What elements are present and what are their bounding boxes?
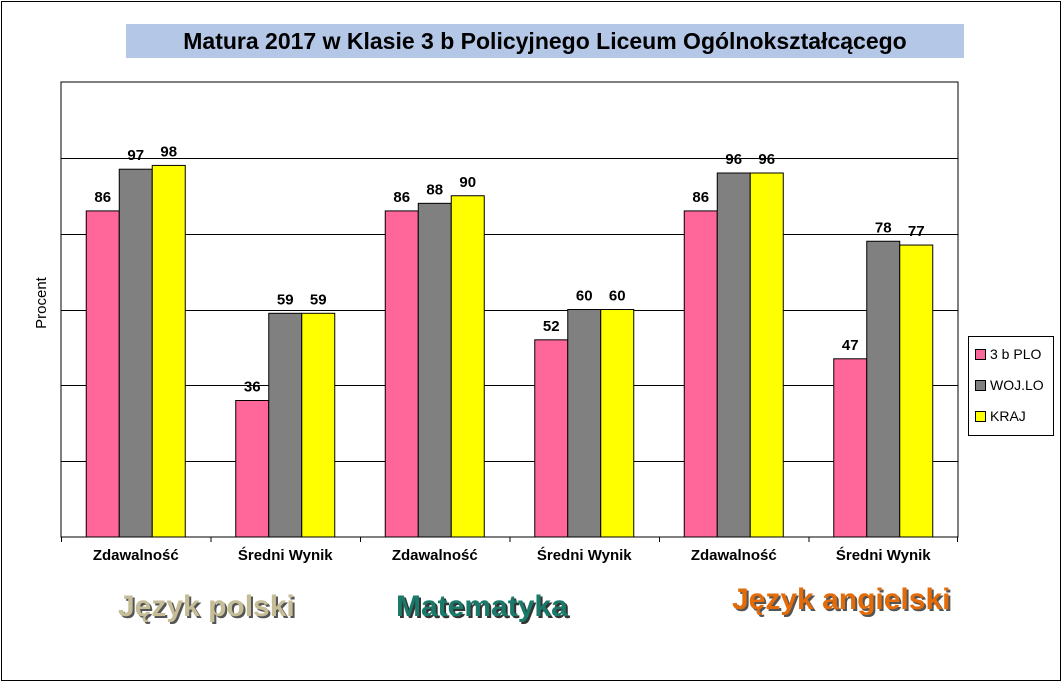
x-tick-label: Średni Wynik [537,546,632,564]
data-label: 96 [758,151,775,168]
bar [118,168,153,538]
bar [534,339,569,538]
legend-item-kraj: KRAJ [975,407,1026,425]
subject-label-math: Matematyka [396,590,568,623]
bar [716,172,751,538]
data-label: 86 [393,189,410,206]
data-label: 60 [609,288,626,305]
bars [85,164,934,538]
data-labels: 86 97 98 36 59 59 86 88 90 52 60 60 86 96 96 47 78 77 [94,143,924,395]
subject-label-english: Język angielski [732,583,951,616]
legend: 3 b PLO WOJ.LO KRAJ [968,336,1054,436]
data-label: 52 [543,318,560,335]
data-label: 77 [908,223,925,240]
legend-label: KRAJ [990,408,1026,424]
bar [567,309,602,538]
axes: Zdawalność Średni Wynik Zdawalność Średni W… [61,537,958,564]
data-label: 97 [127,147,144,164]
x-tick-label: Zdawalność [93,547,179,564]
y-axis-label: Procent [33,276,50,329]
data-label: 86 [692,189,709,206]
data-label: 47 [842,337,859,354]
plot-area [60,81,959,538]
legend-label: 3 b PLO [990,346,1042,362]
bar [600,309,635,538]
data-label: 60 [576,288,593,305]
bar [833,358,868,538]
bar [683,210,718,538]
subject-label-polish: Język polski [118,590,295,623]
legend-item-woj-lo: WOJ.LO [975,376,1044,394]
data-label: 59 [310,291,327,308]
chart-title: Matura 2017 w Klasie 3 b Policyjnego Lic… [126,24,964,58]
legend-swatch [975,348,986,360]
x-tick-label: Średni Wynik [836,546,931,564]
data-label: 88 [426,181,443,198]
bar [384,210,419,538]
legend-label: WOJ.LO [990,377,1044,393]
legend-item-3b-plo: 3 b PLO [975,345,1041,363]
data-label: 78 [875,219,892,236]
bar [85,210,120,538]
data-label: 90 [459,174,476,191]
bar [268,312,303,538]
legend-swatch [975,379,986,391]
bar [749,172,784,538]
bar [301,312,336,538]
bar [417,202,452,538]
x-tick-label: Zdawalność [691,547,777,564]
data-label: 36 [244,379,261,396]
bar [151,164,186,538]
legend-swatch [975,410,986,422]
x-tick-label: Zdawalność [392,547,478,564]
data-label: 98 [160,143,177,160]
data-label: 96 [725,151,742,168]
gridlines [60,81,959,538]
x-tick-label: Średni Wynik [238,546,333,564]
bar [899,244,934,538]
data-label: 86 [94,189,111,206]
bar [866,240,901,538]
bar [235,400,270,538]
bar [450,195,485,538]
data-label: 59 [277,291,294,308]
